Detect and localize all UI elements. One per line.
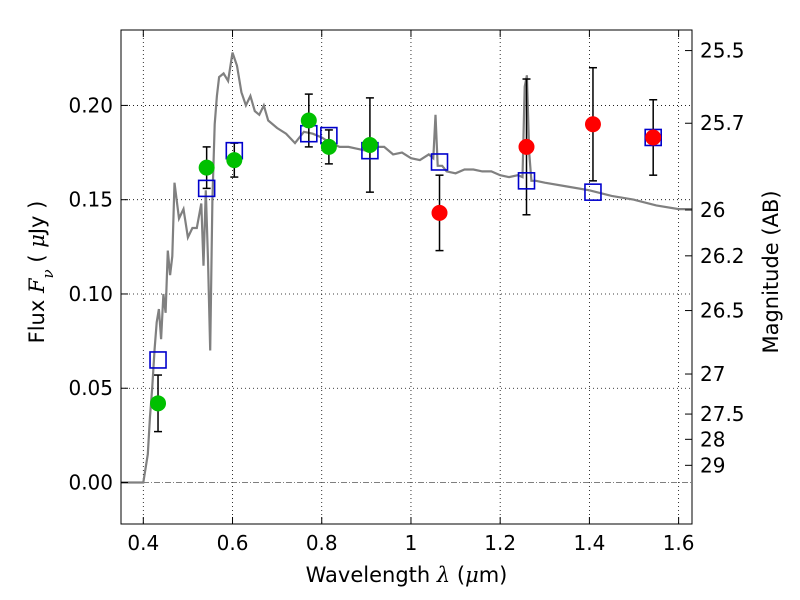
y-tick-label: 0.10 [68, 282, 113, 306]
red-data-point [584, 116, 601, 133]
red-data-point [645, 129, 662, 146]
x-tick-label: 0.6 [217, 531, 249, 555]
model-spectrum-line [121, 52, 692, 484]
mag-tick-label: 27.5 [700, 402, 745, 426]
mag-tick-label: 25.7 [700, 111, 745, 135]
model-photometry-square [517, 172, 536, 190]
mag-tick-label: 28 [700, 427, 725, 451]
x-tick-label: 0.8 [306, 531, 338, 555]
model-photometry-square [149, 351, 167, 369]
mag-tick-label: 29 [700, 453, 725, 477]
model-photometry-square [197, 179, 216, 198]
x-tick-label: 0.4 [127, 531, 159, 555]
red-data-point [431, 204, 448, 221]
green-data-point [226, 152, 243, 169]
x-axis-label: Wavelength λ (μm) [306, 563, 508, 587]
green-data-point [300, 112, 317, 129]
mag-tick-label: 26.5 [700, 299, 745, 323]
y-axis-label: Flux Fν ( μJy ) [25, 201, 57, 344]
x-tick-label: 1.4 [573, 531, 605, 555]
green-data-point [150, 395, 167, 412]
mag-tick-label: 26.2 [700, 244, 745, 268]
y-tick-label: 0.05 [68, 376, 113, 400]
x-tick-label: 1 [405, 531, 418, 555]
axis-ticks: 0.4 0.6 0.8 1 1.2 1.4 1.6 0.00 0.05 0.10 0.15 0.20 2… [68, 30, 745, 555]
model-photometry-square [430, 153, 449, 171]
green-data-point [361, 137, 378, 154]
error-bars [154, 66, 658, 433]
y-tick-label: 0.20 [68, 93, 113, 117]
red-data-point [518, 138, 535, 155]
mag-tick-label: 27 [700, 362, 725, 386]
model-photometry-square [584, 183, 602, 201]
x-tick-label: 1.2 [484, 531, 516, 555]
data-markers [149, 112, 662, 412]
plot-frame [120, 29, 693, 525]
mag-tick-label: 25.5 [700, 39, 745, 63]
y-tick-label: 0.15 [68, 188, 113, 212]
y2-axis-label: Magnitude (AB) [759, 190, 783, 353]
green-data-point [320, 138, 337, 155]
y-tick-label: 0.00 [68, 471, 113, 495]
x-tick-label: 1.6 [663, 531, 695, 555]
grid-lines [121, 30, 692, 524]
mag-tick-label: 26 [700, 198, 725, 222]
green-data-point [198, 159, 215, 176]
